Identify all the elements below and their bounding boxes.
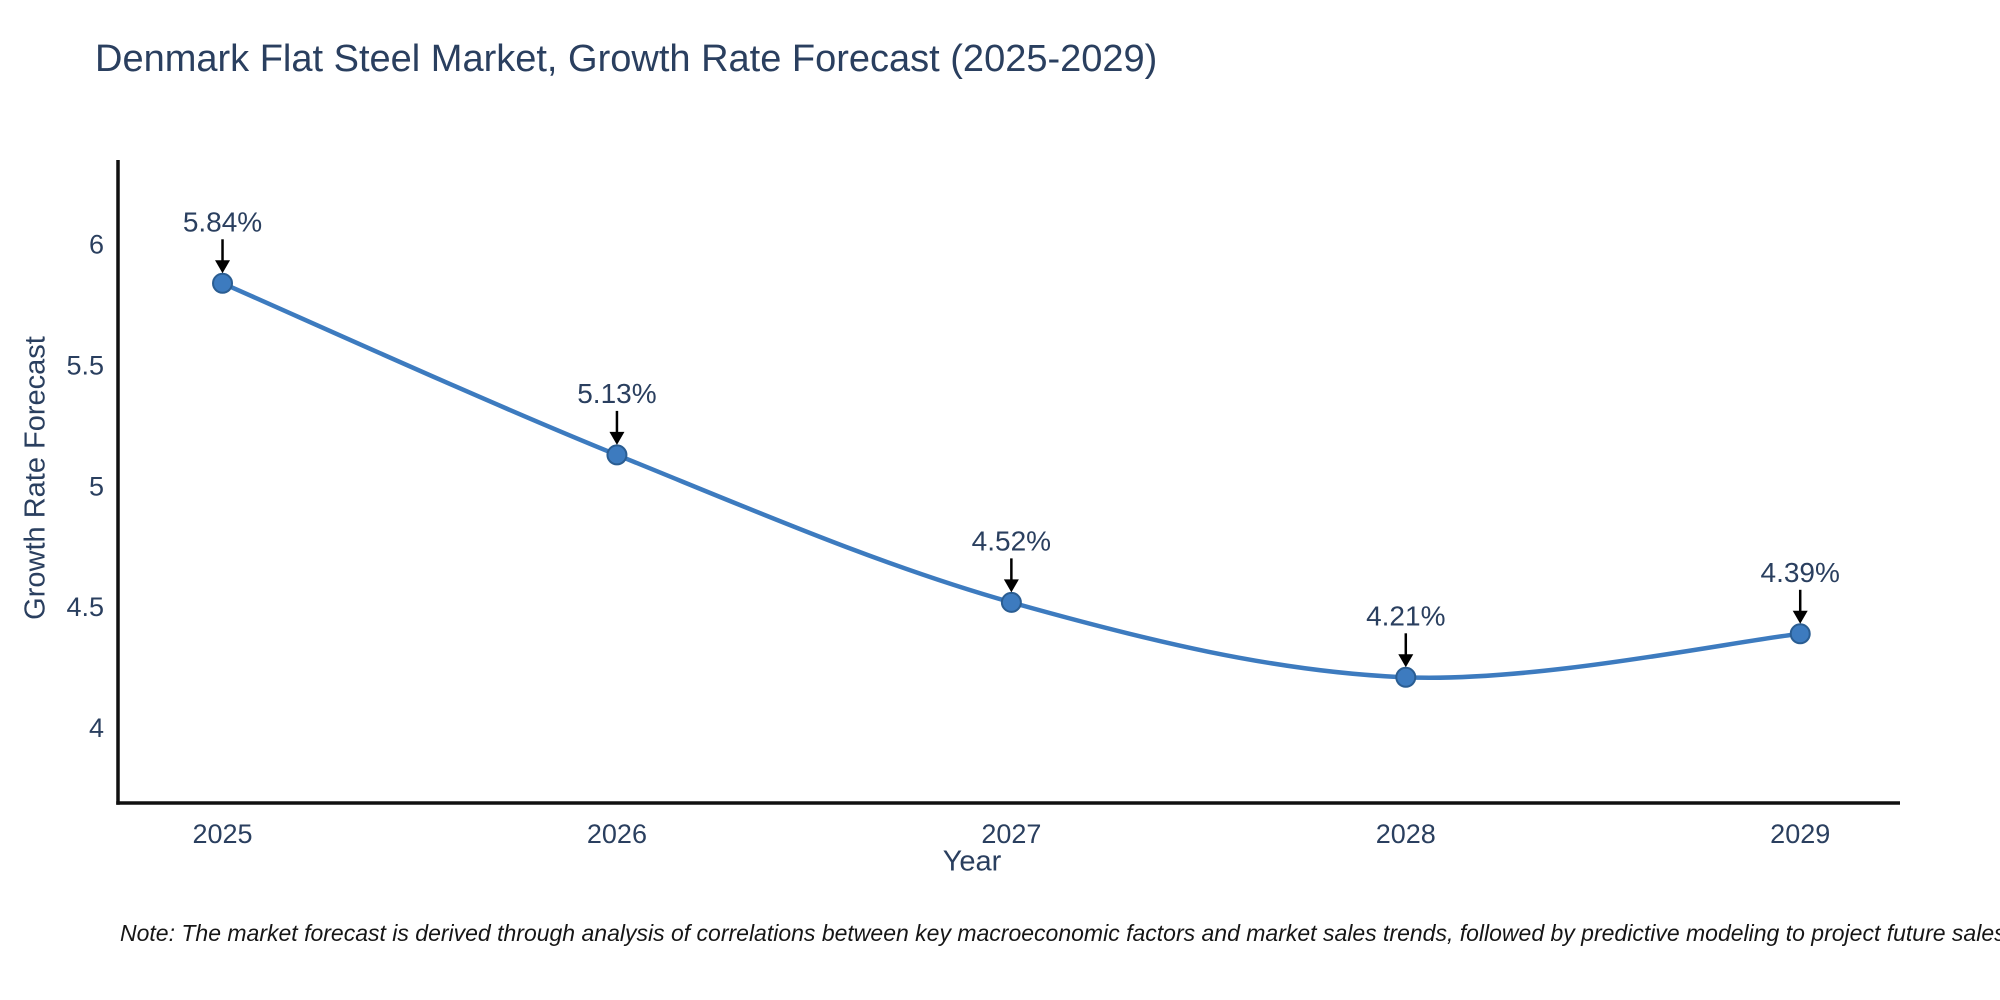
point-annotation-label: 4.39% — [1761, 557, 1840, 588]
y-tick-label: 5 — [89, 471, 104, 501]
y-axis-label: Growth Rate Forecast — [19, 336, 52, 620]
y-tick-label: 5.5 — [66, 350, 104, 380]
data-point-2026[interactable] — [606, 444, 628, 466]
data-point-2025[interactable] — [212, 272, 234, 294]
chart-title: Denmark Flat Steel Market, Growth Rate F… — [95, 38, 1158, 80]
x-tick-label: 2029 — [1770, 819, 1830, 849]
y-tick-label: 4 — [89, 713, 104, 743]
forecast-line — [220, 281, 1803, 680]
annotation-arrow-head — [215, 260, 231, 274]
point-annotation-label: 4.52% — [972, 525, 1051, 556]
data-point-2029[interactable] — [1789, 623, 1811, 645]
x-axis-label: Year — [942, 845, 1002, 878]
annotation-arrow-head — [1003, 579, 1019, 593]
point-annotation-label: 5.84% — [183, 206, 262, 237]
y-tick-label: 4.5 — [66, 592, 104, 622]
point-annotation-label: 4.21% — [1366, 600, 1445, 631]
x-tick-label: 2025 — [192, 819, 252, 849]
footnote: Note: The market forecast is derived thr… — [120, 920, 2000, 946]
x-tick-label: 2028 — [1376, 819, 1436, 849]
x-tick-label: 2026 — [587, 819, 647, 849]
annotation-arrow-head — [1792, 610, 1808, 624]
y-tick-label: 6 — [89, 230, 104, 260]
annotation-arrow-head — [609, 431, 625, 445]
point-annotation-label: 5.13% — [577, 378, 656, 409]
annotation-arrow-head — [1398, 654, 1414, 668]
data-point-2027[interactable] — [1000, 591, 1022, 613]
x-tick-label: 2027 — [981, 819, 1041, 849]
data-point-2028[interactable] — [1395, 666, 1417, 688]
